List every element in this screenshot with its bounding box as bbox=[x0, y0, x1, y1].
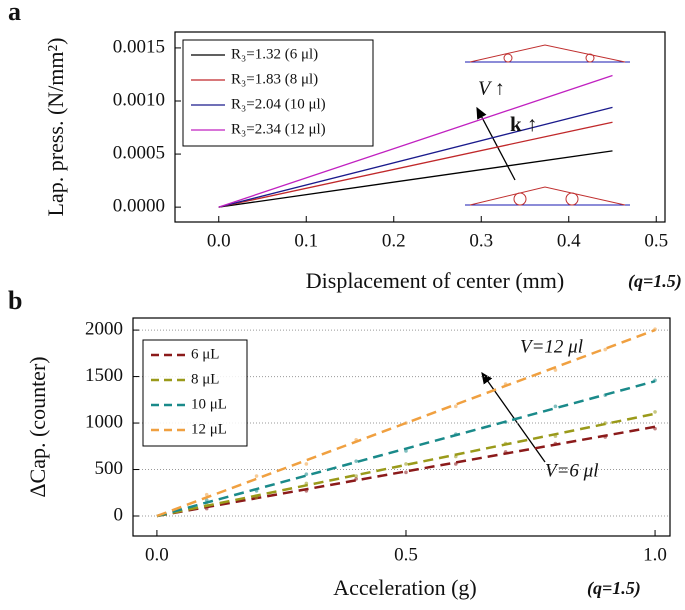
series-line bbox=[156, 328, 656, 518]
y-axis-label: Lap. press. (N/mm²) bbox=[43, 38, 68, 217]
scatter-point bbox=[404, 470, 408, 475]
y-tick-label: 2000 bbox=[85, 318, 123, 339]
panel-label: b bbox=[8, 286, 22, 315]
series bbox=[218, 150, 613, 208]
legend-box bbox=[182, 39, 374, 147]
series-line bbox=[218, 106, 613, 208]
y-tick-label: 1000 bbox=[85, 411, 123, 432]
legend-label: 10 μL bbox=[191, 396, 227, 412]
scatter-point bbox=[653, 410, 657, 414]
y-tick-label: 500 bbox=[95, 458, 124, 479]
y-axis-label: ΔCap. (counter) bbox=[25, 356, 50, 497]
series bbox=[156, 327, 657, 518]
annotation: V ↑ bbox=[478, 78, 505, 100]
scatter-point bbox=[304, 462, 309, 466]
annotation: V=12 μl bbox=[520, 336, 583, 357]
scatter-point bbox=[354, 474, 358, 478]
x-tick-label: 0.1 bbox=[294, 230, 318, 251]
legend-label: 8 μL bbox=[191, 371, 219, 387]
series-line bbox=[218, 150, 613, 208]
series bbox=[156, 378, 657, 518]
y-tick-label: 0.0010 bbox=[113, 89, 165, 110]
plot-frame bbox=[174, 31, 666, 223]
series bbox=[156, 410, 657, 518]
x-tick-label: 0.5 bbox=[394, 544, 418, 565]
x-axis-label: Displacement of center (mm) bbox=[306, 268, 564, 293]
scatter-point bbox=[404, 462, 408, 466]
x-tick-label: 0.5 bbox=[644, 230, 668, 251]
series bbox=[218, 121, 613, 208]
series bbox=[218, 106, 613, 208]
scatter-point bbox=[453, 404, 458, 409]
arrow bbox=[476, 106, 516, 181]
series-line bbox=[218, 121, 613, 208]
y-tick-label: 1500 bbox=[85, 365, 123, 386]
legend-label: 12 μL bbox=[191, 421, 227, 437]
y-tick-label: 0.0015 bbox=[113, 36, 165, 57]
series-line bbox=[156, 425, 656, 518]
y-tick-label: 0 bbox=[114, 504, 124, 525]
x-tick-label: 0.0 bbox=[145, 544, 169, 565]
scatter-point bbox=[553, 404, 558, 409]
scatter-point bbox=[354, 459, 358, 463]
y-tick-label: 0.0000 bbox=[113, 195, 165, 216]
series-line bbox=[156, 412, 656, 518]
panel-label: a bbox=[8, 0, 21, 26]
diagram-top bbox=[465, 44, 630, 63]
x-axis-note: (q=1.5) bbox=[628, 271, 682, 292]
legend-label: R₃=1.32 (6 μl) bbox=[231, 46, 318, 62]
series-line bbox=[218, 74, 613, 208]
annotation: k ↑ bbox=[510, 112, 537, 136]
series-line bbox=[156, 380, 656, 518]
x-axis-label: Acceleration (g) bbox=[333, 575, 477, 600]
diagram-bottom bbox=[465, 186, 630, 206]
legend-label: R₃=1.83 (8 μl) bbox=[231, 71, 318, 87]
legend-box bbox=[142, 339, 248, 447]
x-tick-label: 0.2 bbox=[382, 230, 406, 251]
y-tick-label: 0.0005 bbox=[113, 142, 165, 163]
x-tick-label: 0.4 bbox=[557, 230, 581, 251]
x-tick-label: 0.0 bbox=[207, 230, 231, 251]
scatter-point bbox=[204, 492, 209, 497]
legend-label: R₃=2.34 (12 μl) bbox=[231, 121, 326, 137]
scatter-point bbox=[603, 347, 608, 352]
annotation: V=6 μl bbox=[545, 460, 599, 481]
series bbox=[218, 74, 613, 208]
scatter-point bbox=[304, 472, 309, 476]
legend-label: 6 μL bbox=[191, 346, 219, 362]
arrow bbox=[481, 371, 546, 463]
legend-label: R₃=2.04 (10 μl) bbox=[231, 96, 326, 112]
x-axis-note: (q=1.5) bbox=[587, 578, 641, 599]
scatter-point bbox=[254, 474, 259, 478]
plot-frame bbox=[132, 317, 671, 537]
scatter-point bbox=[553, 368, 558, 372]
x-tick-label: 0.3 bbox=[469, 230, 493, 251]
x-tick-label: 1.0 bbox=[643, 544, 667, 565]
